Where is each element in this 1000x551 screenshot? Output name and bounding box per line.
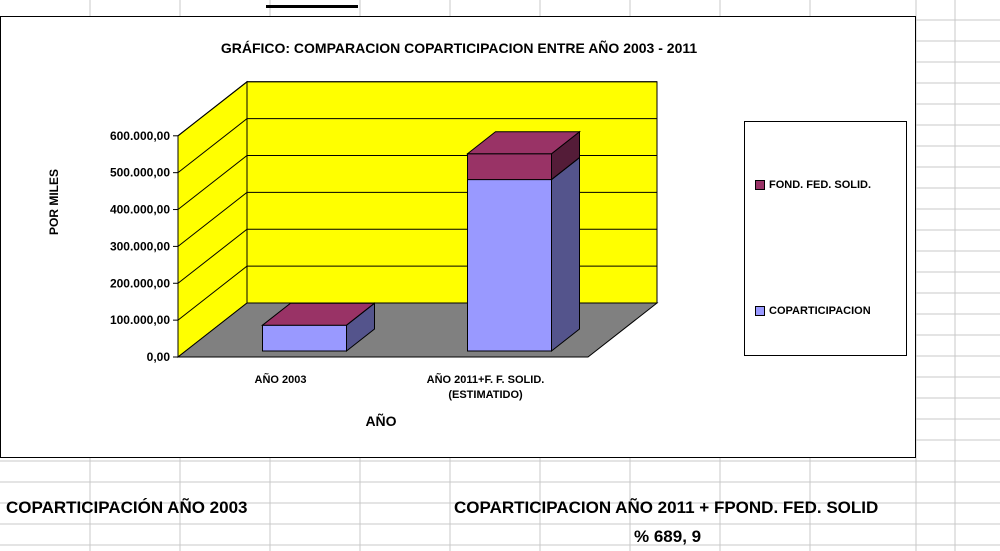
legend-label-coparticipacion: COPARTICIPACION [769,305,871,317]
x-tick-label: (ESTIMATIDO) [448,389,523,401]
y-tick-label: 500.000,00 [110,166,170,180]
y-tick-label: 400.000,00 [110,203,170,217]
y-axis-label: POR MILES [47,169,61,236]
x-tick-label: AÑO 2003 [255,373,307,386]
bar-side-0-1 [551,156,580,353]
cell-border-mark [266,0,358,8]
footer-label-2003: COPARTICIPACIÓN AÑO 2003 [6,498,248,517]
x-tick-label: AÑO 2011+F. F. SOLID. [427,373,545,386]
legend-swatch-coparticipacion [755,306,765,316]
y-gridline [177,81,657,137]
y-tick-label: 100.000,00 [110,313,170,327]
chart-area[interactable]: 0,00 100.000,00 200.000,00 300.000,00 400.00… [0,16,916,458]
chart-legend: FOND. FED. SOLID. COPARTICIPACION [744,121,907,356]
bar-top-0 [261,302,376,326]
footer-percent: % 689, 9 [634,527,702,546]
y-tick-label: 0,00 [147,350,171,364]
bar-0-0 [262,324,347,352]
legend-label-fondo: FOND. FED. SOLID. [769,179,872,191]
y-tick-label: 300.000,00 [110,239,170,253]
legend-swatch-fondo [755,180,765,190]
legend-item-fondo: FOND. FED. SOLID. [755,179,871,191]
bar-0-1 [467,179,552,352]
x-axis-label: AÑO [365,413,397,429]
legend-item-coparticipacion: COPARTICIPACION [755,305,871,317]
footer-label-2011: COPARTICIPACION AÑO 2011 + FPOND. FED. S… [454,498,879,517]
bar-top-1 [466,131,581,155]
y-tick-label: 200.000,00 [110,276,170,290]
bar-1-1 [467,153,552,181]
chart-plot: 0,00 100.000,00 200.000,00 300.000,00 400.00… [110,80,659,401]
y-gridline [177,118,657,174]
y-tick-label: 600.000,00 [110,129,170,143]
chart-floor [176,302,659,358]
chart-title: GRÁFICO: COMPARACION COPARTICIPACION ENT… [220,40,698,56]
